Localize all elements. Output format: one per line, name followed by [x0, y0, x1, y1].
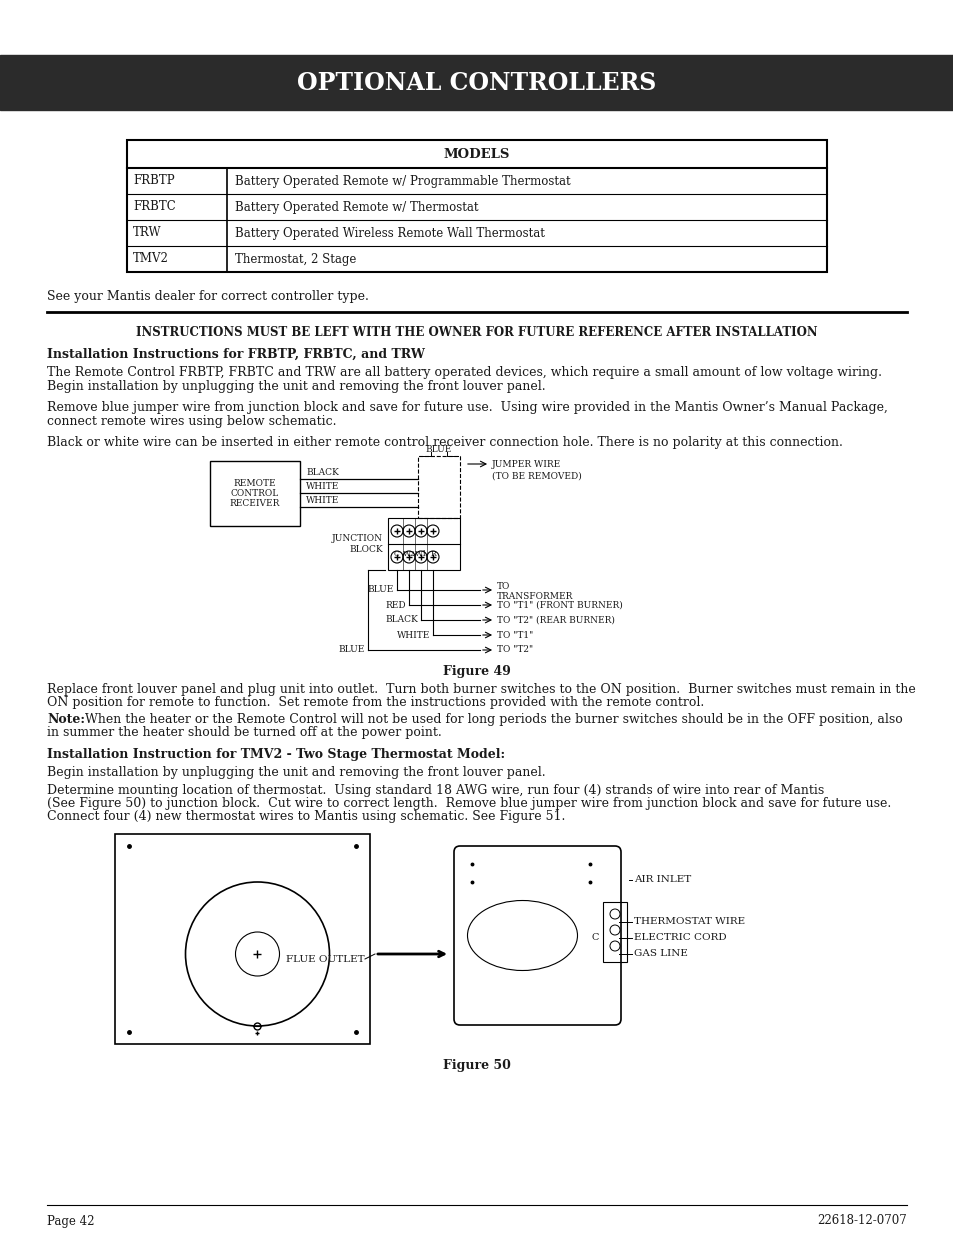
Bar: [210, 461, 299, 526]
Text: WHITE: WHITE: [396, 631, 430, 640]
Text: THERMOSTAT WIRE: THERMOSTAT WIRE: [634, 918, 744, 926]
Text: TO "T2": TO "T2": [497, 646, 533, 655]
Text: ELECTRIC CORD: ELECTRIC CORD: [634, 934, 726, 942]
Text: in summer the heater should be turned off at the power point.: in summer the heater should be turned of…: [47, 726, 441, 739]
Text: Installation Instruction for TMV2 - Two Stage Thermostat Model:: Installation Instruction for TMV2 - Two …: [47, 748, 504, 761]
Text: FRBTC: FRBTC: [132, 200, 175, 214]
Text: TO: TO: [497, 582, 510, 592]
Text: MODELS: MODELS: [443, 147, 510, 161]
Text: TO "T1": TO "T1": [497, 631, 533, 640]
Text: Battery Operated Remote w/ Programmable Thermostat: Battery Operated Remote w/ Programmable …: [234, 174, 570, 188]
Text: BLACK: BLACK: [385, 615, 417, 625]
Text: When the heater or the Remote Control will not be used for long periods the burn: When the heater or the Remote Control wi…: [77, 713, 902, 726]
Text: TMV2: TMV2: [132, 252, 169, 266]
Text: TO "T2" (REAR BURNER): TO "T2" (REAR BURNER): [497, 615, 615, 625]
Text: (TO BE REMOVED): (TO BE REMOVED): [492, 472, 581, 480]
Text: Installation Instructions for FRBTP, FRBTC, and TRW: Installation Instructions for FRBTP, FRB…: [47, 348, 424, 361]
Text: AIR INLET: AIR INLET: [634, 876, 691, 884]
Bar: [388, 517, 459, 571]
Text: TRANSFORMER: TRANSFORMER: [497, 592, 573, 601]
Text: Figure 50: Figure 50: [442, 1058, 511, 1072]
Text: GAS LINE: GAS LINE: [634, 950, 687, 958]
Text: Page 42: Page 42: [47, 1214, 94, 1228]
Text: BLUE: BLUE: [425, 445, 452, 454]
Text: JUMPER WIRE: JUMPER WIRE: [492, 459, 560, 469]
Text: Figure 49: Figure 49: [442, 664, 511, 678]
Text: C: C: [591, 934, 598, 942]
Text: connect remote wires using below schematic.: connect remote wires using below schemat…: [47, 415, 336, 429]
Text: 22618-12-0707: 22618-12-0707: [817, 1214, 906, 1228]
Text: WHITE: WHITE: [306, 482, 339, 492]
Text: Note:: Note:: [47, 713, 85, 726]
Bar: [115, 834, 370, 1044]
Text: ON position for remote to function.  Set remote from the instructions provided w: ON position for remote to function. Set …: [47, 697, 703, 709]
Text: INSTRUCTIONS MUST BE LEFT WITH THE OWNER FOR FUTURE REFERENCE AFTER INSTALLATION: INSTRUCTIONS MUST BE LEFT WITH THE OWNER…: [136, 326, 817, 338]
Text: FLUE OUTLET: FLUE OUTLET: [286, 955, 365, 963]
Bar: [127, 140, 826, 272]
Text: JUNCTION
BLOCK: JUNCTION BLOCK: [332, 535, 382, 553]
Text: Black or white wire can be inserted in either remote control receiver connection: Black or white wire can be inserted in e…: [47, 436, 842, 450]
Text: See your Mantis dealer for correct controller type.: See your Mantis dealer for correct contr…: [47, 290, 369, 303]
Text: Battery Operated Remote w/ Thermostat: Battery Operated Remote w/ Thermostat: [234, 200, 478, 214]
Text: Begin installation by unplugging the unit and removing the front louver panel.: Begin installation by unplugging the uni…: [47, 380, 545, 393]
Text: WHITE: WHITE: [306, 496, 339, 505]
Bar: [417, 456, 459, 517]
Bar: [602, 902, 626, 962]
Text: W1: W1: [415, 550, 427, 558]
Text: Begin installation by unplugging the unit and removing the front louver panel.: Begin installation by unplugging the uni…: [47, 766, 545, 779]
Text: TO "T1" (FRONT BURNER): TO "T1" (FRONT BURNER): [497, 600, 622, 610]
Text: (See Figure 50) to junction block.  Cut wire to correct length.  Remove blue jum: (See Figure 50) to junction block. Cut w…: [47, 797, 890, 810]
Text: Connect four (4) new thermostat wires to Mantis using schematic. See Figure 51.: Connect four (4) new thermostat wires to…: [47, 810, 565, 823]
Text: RED: RED: [385, 600, 406, 610]
Text: R: R: [430, 550, 436, 558]
Text: TRW: TRW: [132, 226, 161, 240]
Text: The Remote Control FRBTP, FRBTC and TRW are all battery operated devices, which : The Remote Control FRBTP, FRBTC and TRW …: [47, 366, 882, 379]
Text: FRBTP: FRBTP: [132, 174, 174, 188]
Text: BLUE: BLUE: [338, 646, 365, 655]
Bar: [0, 56, 953, 110]
Text: OPTIONAL CONTROLLERS: OPTIONAL CONTROLLERS: [297, 70, 656, 95]
Text: BLUE: BLUE: [367, 585, 394, 594]
Text: Thermostat, 2 Stage: Thermostat, 2 Stage: [234, 252, 356, 266]
Text: C: C: [394, 550, 399, 558]
Text: REMOTE
CONTROL
RECEIVER: REMOTE CONTROL RECEIVER: [230, 479, 280, 509]
Text: W2: W2: [402, 550, 415, 558]
Text: Remove blue jumper wire from junction block and save for future use.  Using wire: Remove blue jumper wire from junction bl…: [47, 401, 887, 414]
Text: Determine mounting location of thermostat.  Using standard 18 AWG wire, run four: Determine mounting location of thermosta…: [47, 784, 823, 797]
Text: BLACK: BLACK: [306, 468, 338, 477]
Text: Replace front louver panel and plug unit into outlet.  Turn both burner switches: Replace front louver panel and plug unit…: [47, 683, 915, 697]
Text: Battery Operated Wireless Remote Wall Thermostat: Battery Operated Wireless Remote Wall Th…: [234, 226, 544, 240]
